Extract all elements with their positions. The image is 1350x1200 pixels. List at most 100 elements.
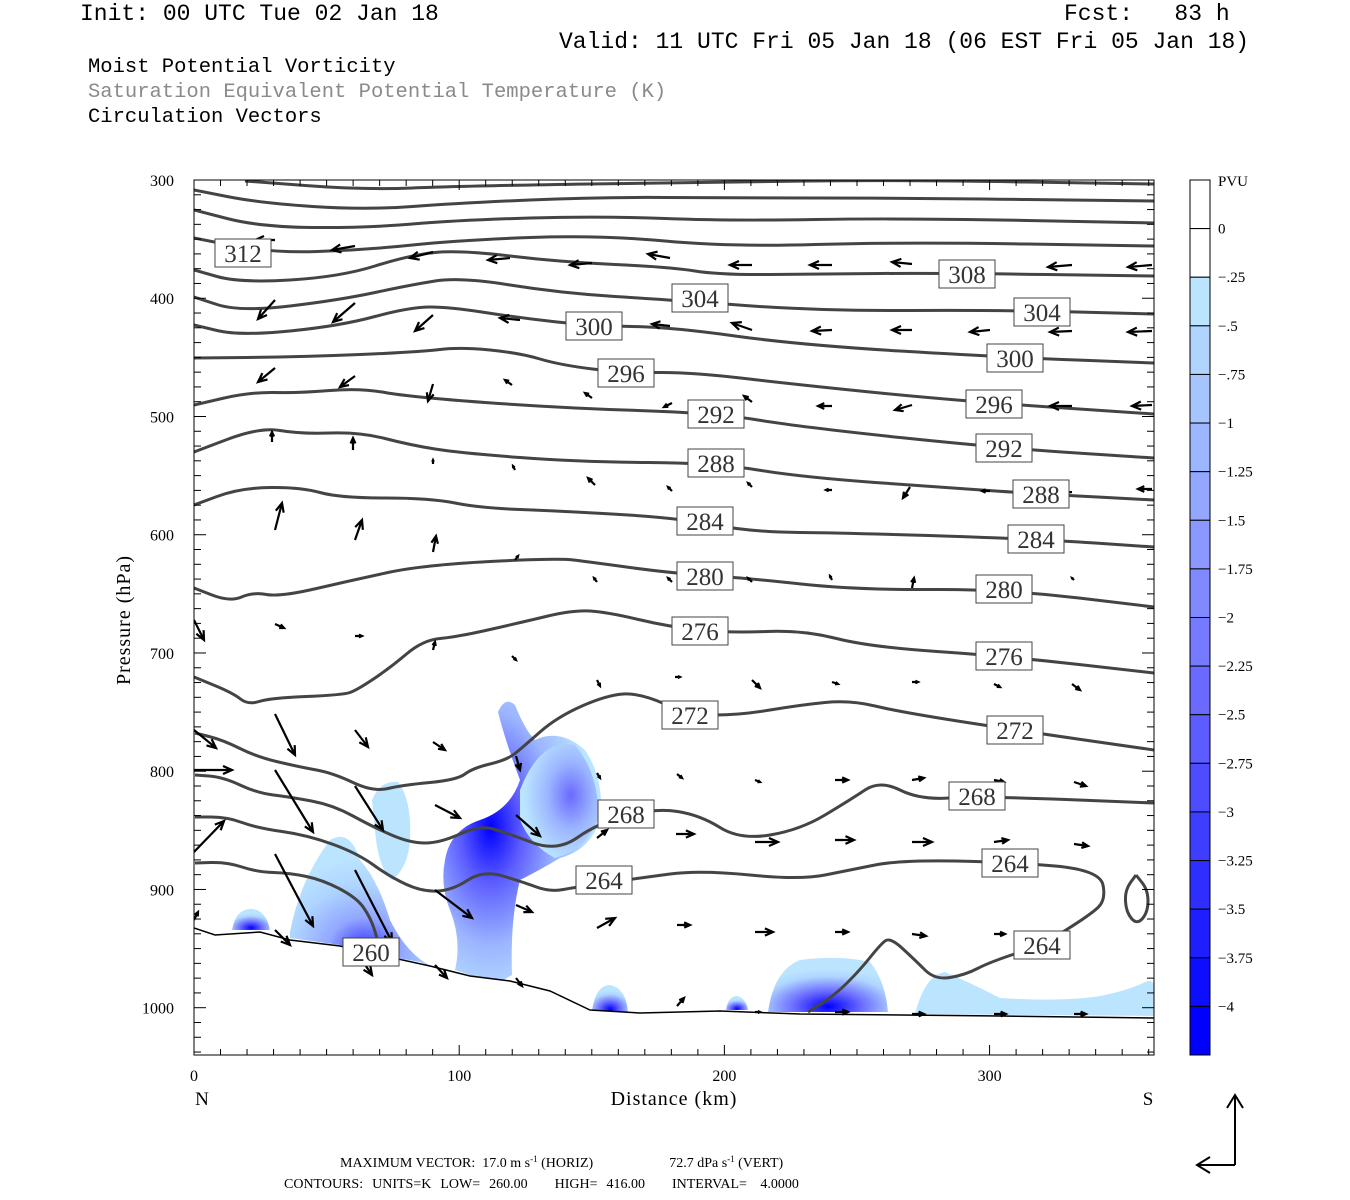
- contour-label: 260: [352, 940, 390, 967]
- contour-label-box: [975, 574, 1033, 604]
- circulation-vector: [1045, 261, 1073, 272]
- colorbar-swatch: [1189, 617, 1211, 667]
- circulation-vector: [329, 243, 356, 254]
- pv-region-7: [768, 957, 888, 1012]
- contour-label-box: [1013, 297, 1071, 327]
- circulation-vector: [274, 769, 315, 835]
- circulation-vector: [1073, 780, 1089, 788]
- colorbar-swatch: [1189, 422, 1211, 473]
- colorbar-label: −3.25: [1218, 854, 1253, 870]
- contour-label: 296: [607, 361, 645, 388]
- theta-e-contour-16: [194, 860, 382, 956]
- colorbar-swatch: [1189, 373, 1211, 424]
- theta-e-contour-12: [194, 609, 1154, 705]
- x-tick-label: 200: [712, 1068, 736, 1085]
- circulation-vector: [355, 633, 365, 639]
- circulation-vector: [901, 486, 911, 501]
- contour-label-box: [342, 937, 400, 967]
- circulation-vector: [912, 836, 935, 848]
- contour-label: 268: [607, 802, 645, 829]
- theta-e-contour-17: [1123, 874, 1150, 924]
- circulation-vector: [515, 903, 535, 914]
- contour-label-box: [661, 700, 719, 730]
- circulation-vector: [349, 435, 357, 450]
- contour-label: 280: [686, 564, 724, 591]
- y-axis-label: Pressure (hPa): [113, 555, 135, 685]
- contour-label-box: [676, 506, 734, 536]
- plot-frame: [193, 179, 1155, 1056]
- max-vector-note: MAXIMUM VECTOR: 17.0 m s-1 (HORIZ) 72.7 d…: [340, 1154, 784, 1171]
- circulation-vector: [892, 403, 913, 413]
- circulation-vector: [835, 1008, 851, 1016]
- contour-label: 308: [948, 262, 986, 289]
- theta-e-contour-6: [194, 305, 1154, 365]
- circulation-vector: [586, 476, 596, 486]
- circulation-vector: [755, 1009, 763, 1015]
- contour-info: CONTOURS: UNITS=K LOW= 260.00 HIGH= 416.…: [284, 1177, 799, 1192]
- circulation-vector: [431, 457, 435, 464]
- colorbar-swatch: [1189, 714, 1211, 764]
- contour-label-box: [597, 358, 655, 388]
- circulation-vector: [255, 367, 276, 384]
- contour-label-box: [575, 865, 633, 895]
- theta-e-contour-4: [194, 250, 1154, 283]
- circulation-vector: [755, 927, 776, 937]
- contour-label: 276: [985, 644, 1023, 671]
- circulation-vector: [511, 463, 516, 471]
- circulation-vector: [194, 819, 226, 853]
- colorbar-swatch: [1189, 665, 1211, 716]
- colorbar-unit: PVU: [1218, 174, 1248, 190]
- circulation-vector: [741, 394, 753, 403]
- circulation-vector: [412, 314, 434, 333]
- circulation-vector: [1071, 683, 1083, 692]
- init-time: Init: 00 UTC Tue 02 Jan 18: [80, 1, 439, 27]
- y-tick-label: 500: [150, 409, 174, 426]
- circulation-vector: [407, 250, 434, 261]
- axes: 0 100 200 300 300 400 500 600 700 800 900 1000 N S Dis…: [113, 173, 1154, 1110]
- contour-label-box: [597, 799, 655, 829]
- circulation-vector: [273, 500, 285, 531]
- circulation-vector: [434, 889, 475, 920]
- circulation-vector: [815, 402, 832, 410]
- circulation-vector: [835, 835, 857, 845]
- pv-region-6: [726, 996, 748, 1010]
- circulation-vector: [1047, 400, 1072, 412]
- contour-label-box: [986, 343, 1044, 373]
- pv-shading: [232, 701, 1154, 1016]
- vert-unit-exp: -1: [727, 1154, 735, 1164]
- colorbar-label: −3: [1218, 805, 1234, 821]
- valid-time: Valid: 11 UTC Fri 05 Jan 18 (06 EST Fri …: [559, 29, 1250, 55]
- pv-region-0: [232, 908, 270, 930]
- circulation-vector: [751, 679, 762, 690]
- x-tick-label: 300: [978, 1068, 1002, 1085]
- contour-label-box: [565, 311, 623, 341]
- theta-e-contour-1: [194, 188, 1154, 210]
- circulation-vector: [835, 776, 851, 784]
- theta-e-contour-5: [194, 278, 1154, 316]
- circulation-vector: [729, 321, 753, 332]
- circulation-vector: [596, 828, 610, 839]
- contour-label-box: [948, 781, 1006, 811]
- contour-labels: 312 308 304 304 300 300 296 296 292 292 288 288 284 2…: [214, 238, 1071, 967]
- colorbar-label: −1.75: [1218, 562, 1253, 578]
- circulation-vector: [993, 837, 1011, 845]
- colorbar-swatch: [1189, 762, 1211, 813]
- vert-tag: (VERT): [738, 1156, 784, 1171]
- contour-label-box: [676, 561, 734, 591]
- colorbar-swatch: [1189, 1005, 1211, 1056]
- circulation-vector: [911, 931, 929, 939]
- x-tick-label: 0: [190, 1068, 198, 1085]
- circulation-vector: [1070, 576, 1075, 581]
- contour-label: 268: [958, 784, 996, 811]
- circulation-vector: [910, 575, 917, 589]
- contour-label-box: [975, 433, 1033, 463]
- theta-e-contour-13: [194, 692, 1154, 791]
- colorbar: PVU 0 −.25 −.5 −.75 −1 −1.25 −1.5 −1.75 −2 −2.25 −2…: [1189, 174, 1253, 1056]
- colorbar-label: −.5: [1218, 319, 1238, 335]
- contour-label-box: [214, 238, 272, 268]
- circulation-vector: [515, 977, 524, 989]
- contour-label: 284: [686, 509, 724, 536]
- contour-label-box: [965, 389, 1023, 419]
- circulation-vector: [511, 655, 518, 662]
- circulation-vector: [514, 553, 520, 561]
